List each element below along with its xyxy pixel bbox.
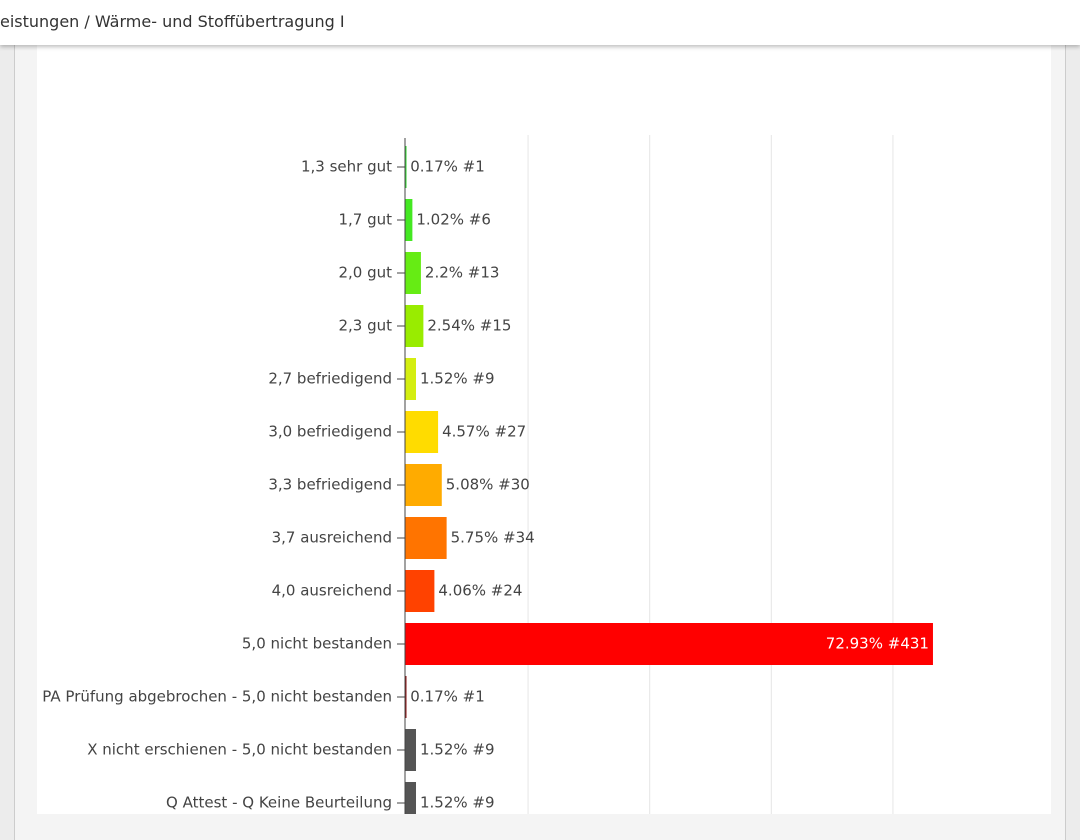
y-tick-label: 3,0 befriedigend [268,423,392,441]
value-label: 1.52% #9 [420,741,495,759]
y-tick-label: 2,7 befriedigend [268,370,392,388]
top-bar: eistungen / Wärme- und Stoffübertragung … [0,0,1080,45]
card: 1,3 sehr gut 0.17% #1 1,7 gut 1.02% #6 2,0 g… [14,40,1066,840]
value-label: 1.02% #6 [416,211,491,229]
value-label: 1.52% #9 [420,370,495,388]
value-label: 5.75% #34 [451,529,535,547]
bar [405,411,439,453]
plot-background [37,40,1051,814]
value-label: 2.2% #13 [425,264,500,282]
y-tick-label: 2,0 gut [338,264,392,282]
bar [405,729,417,771]
value-label: 0.17% #1 [410,158,485,176]
value-label: 2.54% #15 [427,317,511,335]
bar [405,464,442,506]
bar [405,358,417,400]
y-tick-label: 1,3 sehr gut [301,158,392,176]
y-tick-label: 5,0 nicht bestanden [242,635,392,653]
value-label: 1.52% #9 [420,794,495,812]
value-label: 5.08% #30 [446,476,530,494]
bar [405,570,435,612]
bar [405,623,933,665]
y-tick-label: 1,7 gut [338,211,392,229]
bar [405,199,413,241]
bar [405,305,424,347]
y-tick-label: PA Prüfung abgebrochen - 5,0 nicht besta… [42,688,392,706]
value-label: 4.06% #24 [438,582,522,600]
y-tick-label: Q Attest - Q Keine Beurteilung [166,794,392,812]
bar [405,517,447,559]
y-tick-label: 3,7 ausreichend [272,529,392,547]
y-tick-label: 3,3 befriedigend [268,476,392,494]
bar [405,146,407,188]
bar [405,252,421,294]
page-title: eistungen / Wärme- und Stoffübertragung … [0,12,345,31]
y-tick-label: 4,0 ausreichend [272,582,392,600]
y-tick-label: 2,3 gut [338,317,392,335]
bar [405,782,417,814]
value-label: 0.17% #1 [410,688,485,706]
value-label: 4.57% #27 [442,423,526,441]
value-label: 72.93% #431 [826,635,929,653]
y-tick-label: X nicht erschienen - 5,0 nicht bestanden [87,741,392,759]
chart: 1,3 sehr gut 0.17% #1 1,7 gut 1.02% #6 2,0 g… [37,40,1051,814]
bar [405,676,407,718]
